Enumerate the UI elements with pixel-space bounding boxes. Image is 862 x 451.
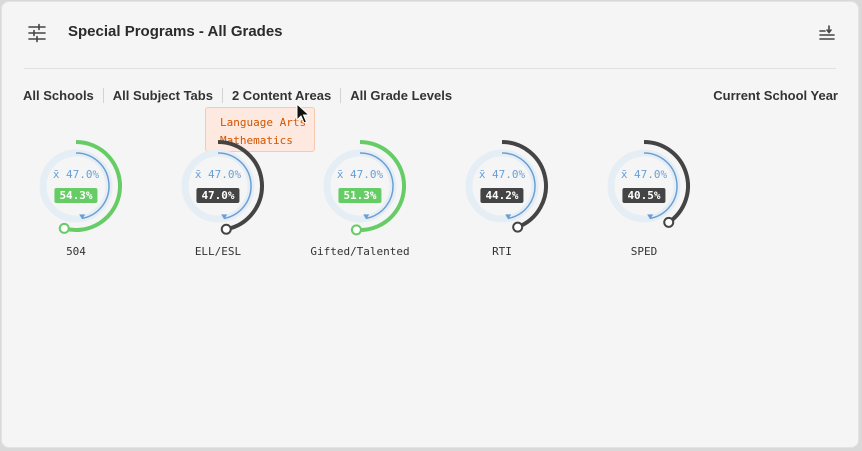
gauge-ring	[465, 140, 548, 233]
value-badge: 51.3%	[338, 188, 382, 203]
average-arc	[75, 152, 110, 220]
average-marker	[363, 214, 370, 220]
average-label: x̄ 47.0%	[620, 168, 668, 181]
content-areas-tooltip: Language Arts Mathematics	[205, 107, 315, 152]
gauge-label: 504	[66, 245, 86, 258]
school-year-filter[interactable]: Current School Year	[713, 88, 838, 103]
average-marker	[647, 214, 654, 220]
value-knob	[58, 222, 70, 234]
page-title: Special Programs - All Grades	[68, 23, 283, 40]
gauge-gifted-talented[interactable]: x̄ 47.0% 51.3% Gifted/Talented	[305, 138, 415, 263]
gauge-ring	[607, 140, 690, 228]
value-badge: 47.0%	[196, 188, 240, 203]
value-arc	[501, 140, 548, 229]
subject-tabs-filter[interactable]: All Subject Tabs	[112, 88, 213, 103]
gauge-sped[interactable]: x̄ 47.0% 40.5% SPED	[589, 138, 699, 263]
average-marker	[79, 214, 86, 220]
value-arc	[217, 140, 264, 232]
average-label: x̄ 47.0%	[52, 168, 100, 181]
header-divider	[24, 68, 836, 69]
gauge-ring	[323, 140, 407, 236]
value-badge: 54.3%	[54, 188, 98, 203]
value-knob	[512, 221, 524, 233]
gauge-label: ELL/ESL	[194, 245, 242, 258]
gauge-label: Gifted/Talented	[310, 245, 410, 258]
average-arc	[217, 152, 252, 220]
tooltip-item: Language Arts	[220, 116, 307, 129]
average-label: x̄ 47.0%	[336, 168, 384, 181]
filter-separator	[102, 88, 104, 103]
schools-filter[interactable]: All Schools	[23, 88, 94, 103]
gauge-504[interactable]: x̄ 47.0% 54.3% 504	[21, 138, 131, 263]
average-label: x̄ 47.0%	[194, 168, 242, 181]
filter-separator	[340, 88, 342, 103]
value-badge: 44.2%	[480, 188, 524, 203]
filter-separator	[221, 88, 223, 103]
average-arc	[501, 152, 536, 220]
gauge-ring	[181, 140, 264, 235]
value-arc	[356, 140, 407, 232]
gauge-label: SPED	[630, 245, 658, 258]
value-badge: 40.5%	[622, 188, 666, 203]
sliders-icon[interactable]	[26, 22, 48, 44]
average-marker	[505, 214, 512, 220]
gauge-ell-esl[interactable]: x̄ 47.0% 47.0% ELL/ESL	[163, 138, 273, 263]
grade-levels-filter[interactable]: All Grade Levels	[350, 88, 453, 103]
average-arc	[359, 152, 394, 220]
sort-list-icon[interactable]	[816, 22, 838, 44]
filter-bar: All Schools All Subject Tabs 2 Content A…	[23, 88, 452, 103]
value-knob	[663, 216, 675, 228]
average-label: x̄ 47.0%	[478, 168, 526, 181]
content-areas-filter[interactable]: 2 Content Areas	[231, 88, 332, 103]
tooltip-item: Mathematics	[220, 134, 293, 147]
value-arc	[63, 140, 123, 232]
gauge-ring	[39, 140, 123, 234]
value-arc	[643, 140, 690, 225]
value-knob	[350, 224, 362, 236]
gauge-rti[interactable]: x̄ 47.0% 44.2% RTI	[447, 138, 557, 263]
average-arc	[643, 152, 678, 220]
value-knob	[220, 223, 232, 235]
mouse-cursor-icon	[296, 103, 310, 124]
gauge-label: RTI	[492, 245, 512, 258]
average-marker	[221, 214, 228, 220]
